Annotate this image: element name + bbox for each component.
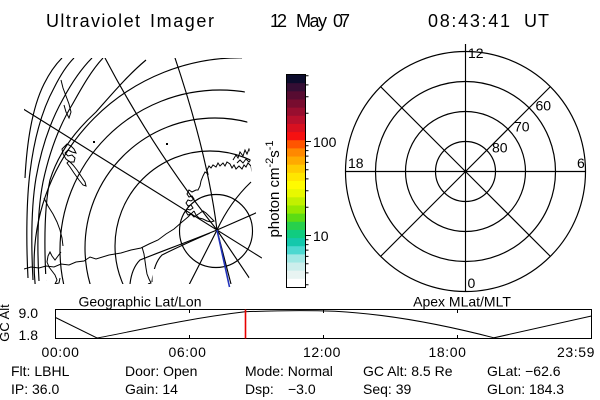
- svg-text:23:59: 23:59: [557, 344, 595, 360]
- svg-text:GC Alt: 8.5 Re: GC Alt: 8.5 Re: [363, 363, 453, 379]
- svg-text:70: 70: [514, 119, 530, 135]
- svg-text:10: 10: [313, 228, 329, 244]
- svg-text:UT: UT: [524, 11, 549, 31]
- svg-text:GLat: −62.6: GLat: −62.6: [487, 363, 561, 379]
- svg-text:07: 07: [333, 11, 350, 31]
- svg-text:Door: Open: Door: Open: [125, 363, 197, 379]
- svg-text:18:00: 18:00: [428, 344, 466, 360]
- svg-text:Geographic Lat/Lon: Geographic Lat/Lon: [79, 294, 202, 310]
- svg-text:60: 60: [536, 98, 552, 114]
- svg-text:1.8: 1.8: [19, 327, 39, 343]
- svg-text:12: 12: [270, 11, 287, 31]
- svg-text:May: May: [296, 11, 327, 31]
- svg-text:12: 12: [468, 45, 484, 61]
- svg-text:Dsp:: Dsp:: [245, 381, 274, 397]
- svg-text:18: 18: [348, 155, 364, 171]
- svg-text:photon cm-2s-1: photon cm-2s-1: [264, 140, 283, 237]
- svg-text:GLon: 184.3: GLon: 184.3: [487, 381, 564, 397]
- svg-text:100: 100: [313, 134, 337, 150]
- svg-text:IP: 36.0: IP: 36.0: [11, 381, 59, 397]
- svg-text:Seq: 39: Seq: 39: [363, 381, 411, 397]
- svg-text:00:00: 00:00: [41, 344, 79, 360]
- svg-text:Gain: 14: Gain: 14: [125, 381, 178, 397]
- svg-text:GC Alt: GC Alt: [0, 304, 12, 342]
- svg-text:9.0: 9.0: [19, 305, 39, 321]
- svg-text:6: 6: [577, 155, 585, 171]
- svg-text:06:00: 06:00: [168, 344, 206, 360]
- svg-text:12:00: 12:00: [303, 344, 341, 360]
- svg-text:80: 80: [492, 140, 508, 156]
- svg-text:Ultraviolet: Ultraviolet: [46, 11, 140, 31]
- svg-text:Apex MLat/MLT: Apex MLat/MLT: [413, 294, 511, 310]
- svg-text:Flt: LBHL: Flt: LBHL: [11, 363, 70, 379]
- svg-text:Imager: Imager: [150, 11, 214, 31]
- svg-text:0: 0: [468, 275, 476, 291]
- svg-text:−3.0: −3.0: [288, 381, 316, 397]
- svg-text:Mode: Normal: Mode: Normal: [245, 363, 333, 379]
- svg-text:08:43:41: 08:43:41: [428, 11, 510, 31]
